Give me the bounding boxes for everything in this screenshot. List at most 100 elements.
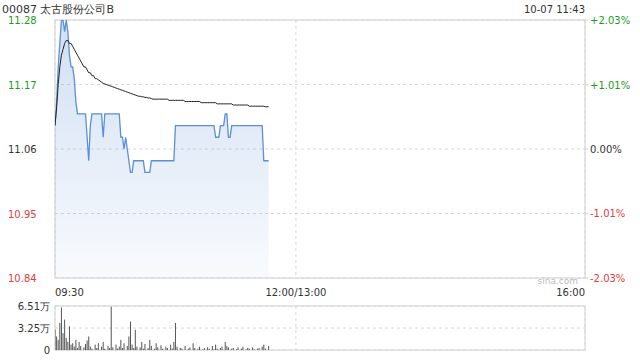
volume-bar (55, 330, 56, 350)
volume-bar (191, 350, 192, 351)
volume-bar (96, 348, 97, 350)
y-tick-label: 10.84 (8, 273, 37, 284)
volume-bar (193, 343, 194, 350)
volume-bar (214, 349, 215, 350)
volume-bar (61, 307, 62, 350)
volume-bar (75, 340, 76, 350)
volume-bar (196, 350, 197, 351)
y-tick-label: 11.17 (8, 80, 37, 91)
volume-bar (127, 346, 128, 350)
volume-tick-label: 6.51万 (18, 301, 50, 312)
volume-bar (112, 347, 113, 350)
volume-bar (186, 350, 187, 351)
volume-bar (104, 349, 105, 350)
volume-bar (101, 347, 102, 350)
volume-bar (136, 347, 137, 350)
grid-line (55, 20, 585, 21)
volume-bar (117, 349, 118, 350)
volume-bar (77, 348, 78, 350)
volume-bar (149, 340, 150, 350)
volume-bar (263, 345, 264, 350)
volume-bar (205, 350, 206, 351)
y2-tick (585, 84, 588, 85)
y2-tick (585, 278, 588, 279)
grid-line (55, 328, 585, 329)
volume-bar (230, 350, 231, 351)
volume-bar (59, 323, 60, 350)
y-tick-label: 10.95 (8, 209, 37, 220)
volume-marks (55, 307, 269, 350)
volume-bar (162, 349, 163, 350)
volume-bar (215, 345, 216, 350)
volume-bar (151, 346, 152, 350)
volume-bar (178, 350, 179, 351)
volume-bar (199, 347, 200, 350)
volume-bar (169, 350, 170, 351)
volume-bar (109, 348, 110, 350)
volume-bar (207, 347, 208, 350)
volume-bar (116, 345, 117, 350)
volume-bar (72, 343, 73, 350)
volume-bar (197, 349, 198, 350)
grid-line (295, 306, 296, 350)
volume-bar (144, 344, 145, 350)
volume-bar (124, 343, 125, 350)
volume-bar (95, 345, 96, 350)
volume-bar (106, 350, 107, 351)
grid-line (55, 84, 585, 85)
volume-bar (67, 342, 68, 350)
volume-bar (181, 349, 182, 350)
volume-bar (252, 347, 253, 350)
volume-bar (132, 345, 133, 350)
volume-bar (172, 349, 173, 350)
volume-bar (202, 349, 203, 350)
volume-tick-label: 3.25万 (18, 323, 50, 334)
volume-bar (246, 349, 247, 350)
grid-line (55, 149, 585, 150)
volume-bar (170, 345, 171, 350)
volume-bar (85, 344, 86, 350)
volume-bar (108, 346, 109, 350)
volume-bar (125, 350, 126, 351)
volume-bar (98, 343, 99, 350)
volume-bar (238, 347, 239, 350)
volume-frame (55, 306, 585, 350)
volume-bar (183, 350, 184, 351)
average-line (55, 41, 269, 126)
volume-bar (258, 348, 259, 350)
volume-bar (133, 348, 134, 350)
volume-bar (146, 350, 147, 351)
plot-marks (55, 20, 269, 278)
volume-bar (119, 347, 120, 350)
volume-bar (210, 350, 211, 351)
volume-bar (209, 349, 210, 350)
volume-bar (223, 350, 224, 351)
volume-bar (122, 348, 123, 350)
volume-bar (87, 341, 88, 350)
volume-bar (268, 346, 269, 350)
volume-bar (228, 347, 229, 350)
volume-bar (103, 342, 104, 350)
chart-root: 00087 太古股份公司B10-07 11:4311.2811.1711.061… (0, 0, 640, 360)
volume-bar (175, 323, 176, 350)
y2-tick-label: 0.00% (590, 144, 622, 155)
volume-bar (173, 342, 174, 350)
volume-bar (189, 347, 190, 350)
volume-bar (225, 342, 226, 350)
grid-line (55, 306, 585, 307)
price-area (55, 20, 269, 278)
volume-bar (130, 322, 131, 350)
volume-bar (233, 348, 234, 350)
y2-tick-label: +2.03% (590, 15, 630, 26)
volume-bar (114, 350, 115, 351)
y-tick-label: 11.06 (8, 144, 37, 155)
volume-bar (159, 350, 160, 351)
volume-bar (154, 349, 155, 350)
y2-tick-label: -1.01% (590, 208, 625, 219)
volume-bar (249, 349, 250, 350)
volume-bar (111, 307, 112, 350)
grid-line (585, 306, 586, 350)
grid-line (55, 350, 585, 351)
volume-bar (79, 342, 80, 350)
volume-bar (138, 350, 139, 351)
